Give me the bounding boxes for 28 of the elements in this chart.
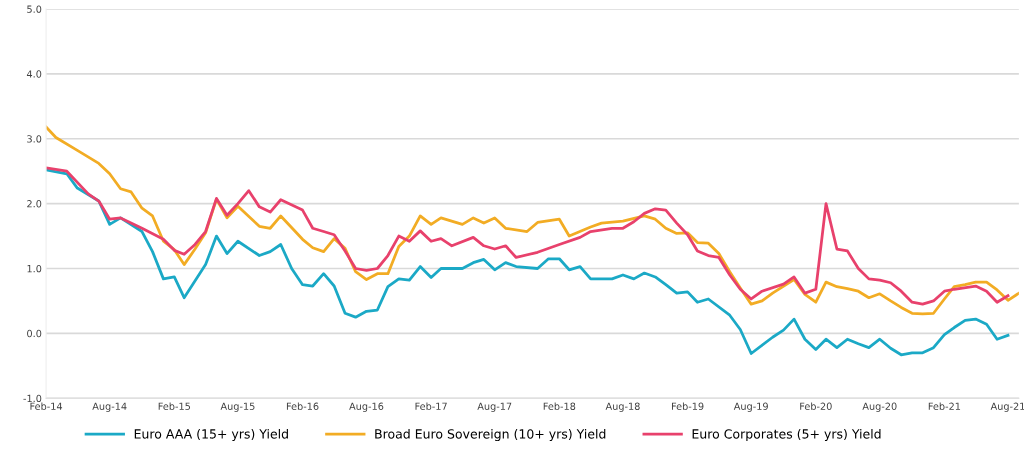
x-tick-label: Aug-20 [862, 402, 897, 412]
x-tick-label: Feb-19 [672, 402, 704, 410]
x-tick-label: Feb-16 [286, 402, 319, 410]
x-tick-label: Aug-19 [733, 402, 768, 412]
line-series [46, 166, 1010, 306]
x-tick-label: Feb-15 [158, 402, 191, 410]
y-tick-label: 3.0 [27, 135, 42, 143]
y-tick-label: 4.0 [26, 70, 42, 78]
line-series [46, 168, 1010, 357]
x-tick-label: Feb-14 [30, 402, 63, 410]
x-tick-label: Feb-17 [415, 402, 447, 410]
y-tick-label: 0.0 [27, 329, 42, 338]
x-tick-label: Aug-17 [477, 402, 512, 412]
y-tick-label: -1.0 [23, 394, 42, 403]
x-tick-label: Aug-18 [605, 402, 640, 412]
y-tick-label: 5.0 [27, 5, 42, 13]
x-tick-label: Aug-21 [990, 402, 1024, 412]
x-tick-label: Aug-16 [349, 402, 384, 412]
y-tick-label: 1.0 [27, 264, 42, 273]
x-tick-label: Aug-14 [92, 402, 127, 412]
legend-label: Euro Corporates (5+ yrs) Yield [692, 428, 881, 442]
x-tick-label: Feb-21 [928, 402, 961, 410]
legend-label: Euro AAA (15+ yrs) Yield [134, 428, 288, 442]
x-tick-label: Aug-15 [220, 402, 255, 412]
x-tick-label: Feb-18 [543, 402, 576, 410]
legend-label: Broad Euro Sovereign (10+ yrs) Yield [375, 428, 606, 442]
x-tick-label: Feb-20 [800, 402, 832, 410]
y-tick-label: 2.0 [27, 200, 42, 208]
